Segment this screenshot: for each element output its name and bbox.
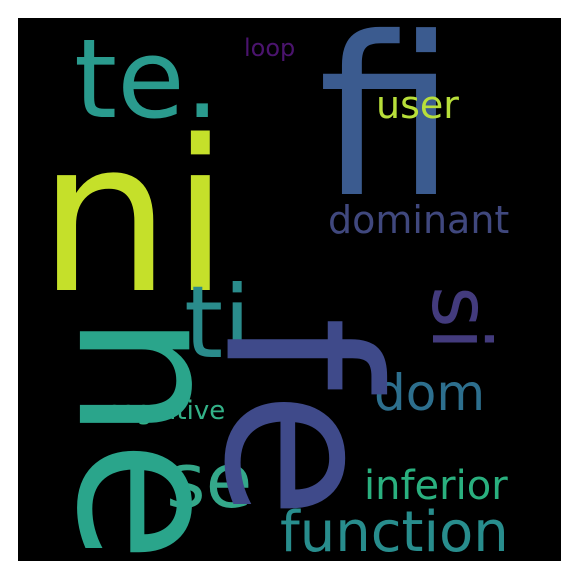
word-user: user (376, 83, 459, 127)
word-fi: fi (318, 18, 457, 246)
word-ti: ti (184, 264, 251, 381)
word-dominant: dominant (328, 198, 510, 242)
word-fe: fe (177, 316, 423, 520)
word-loop: loop (244, 34, 296, 62)
word-te: te. (74, 18, 220, 143)
word-function: function (280, 500, 509, 561)
word-se: se (166, 436, 253, 525)
word-dom: dom (374, 364, 486, 422)
word-ni: ni (38, 95, 230, 340)
word-cognitive: cognitive (106, 396, 226, 426)
word-cloud-canvas: fi ni te. loop user dominant ti si dom c… (18, 18, 561, 561)
word-inferior: inferior (364, 463, 508, 509)
word-si: si (413, 286, 507, 350)
